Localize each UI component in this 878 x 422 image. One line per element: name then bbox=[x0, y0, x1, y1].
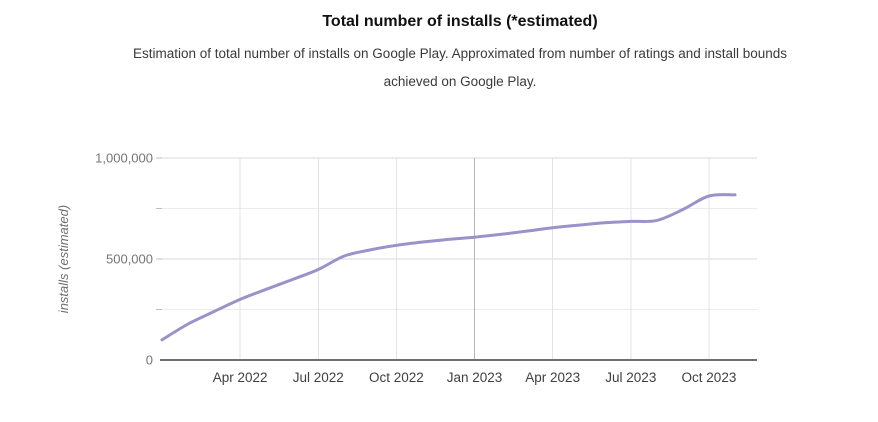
label-layer: 0 500,000 1,000,000 Apr 2022 Jul 2022 Oct 202… bbox=[95, 151, 736, 386]
x-tick-label: Oct 2023 bbox=[682, 370, 737, 385]
chart-title: Total number of installs (*estimated) bbox=[322, 13, 598, 30]
installs-series-line bbox=[160, 193, 737, 342]
axis-layer bbox=[156, 157, 757, 361]
x-tick-label: Jul 2022 bbox=[293, 370, 344, 385]
x-tick-label: Jul 2023 bbox=[605, 370, 656, 385]
grid-layer bbox=[162, 157, 757, 360]
chart-subtitle-line-1: Estimation of total number of installs o… bbox=[132, 46, 788, 61]
chart-subtitle: Estimation of total number of installs o… bbox=[42, 40, 878, 96]
installs-line-chart: 0 500,000 1,000,000 Apr 2022 Jul 2022 Oct 202… bbox=[56, 151, 757, 386]
x-tick-label: Apr 2023 bbox=[525, 370, 580, 385]
series-layer bbox=[160, 193, 737, 342]
y-axis-title: installs (estimated) bbox=[56, 205, 71, 313]
x-tick-label: Oct 2022 bbox=[369, 370, 424, 385]
y-tick-label: 500,000 bbox=[106, 252, 153, 267]
x-tick-label: Apr 2022 bbox=[213, 370, 268, 385]
chart-subtitle-line-2: achieved on Google Play. bbox=[383, 74, 537, 89]
y-tick-label: 1,000,000 bbox=[95, 151, 153, 166]
y-tick-label: 0 bbox=[146, 353, 153, 368]
x-tick-label: Jan 2023 bbox=[447, 370, 503, 385]
